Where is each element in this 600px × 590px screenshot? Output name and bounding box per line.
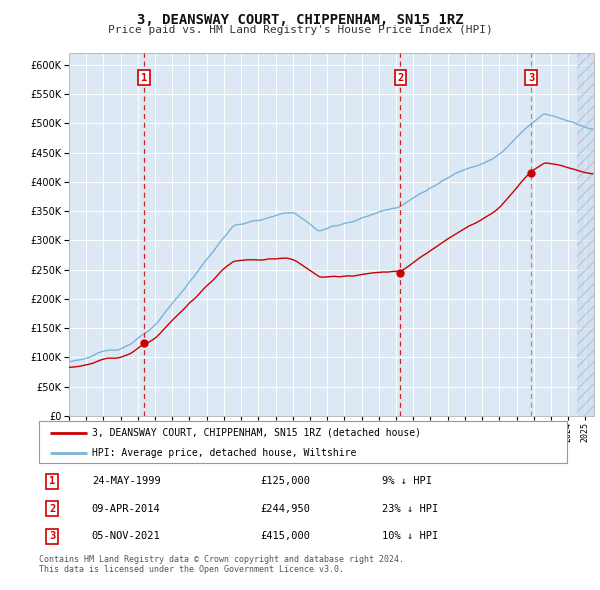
Text: £125,000: £125,000 [261, 477, 311, 487]
Text: 1: 1 [49, 477, 55, 487]
Text: £415,000: £415,000 [261, 531, 311, 541]
Text: 2: 2 [397, 73, 403, 83]
Text: 09-APR-2014: 09-APR-2014 [92, 504, 161, 514]
Text: 3, DEANSWAY COURT, CHIPPENHAM, SN15 1RZ (detached house): 3, DEANSWAY COURT, CHIPPENHAM, SN15 1RZ … [92, 428, 421, 438]
Text: HPI: Average price, detached house, Wiltshire: HPI: Average price, detached house, Wilt… [92, 448, 356, 457]
Text: 9% ↓ HPI: 9% ↓ HPI [382, 477, 432, 487]
Text: 3: 3 [528, 73, 534, 83]
Text: Contains HM Land Registry data © Crown copyright and database right 2024.: Contains HM Land Registry data © Crown c… [39, 555, 404, 563]
FancyBboxPatch shape [39, 421, 567, 463]
Text: 2: 2 [49, 504, 55, 514]
Text: 3, DEANSWAY COURT, CHIPPENHAM, SN15 1RZ: 3, DEANSWAY COURT, CHIPPENHAM, SN15 1RZ [137, 13, 463, 27]
Text: £244,950: £244,950 [261, 504, 311, 514]
Text: This data is licensed under the Open Government Licence v3.0.: This data is licensed under the Open Gov… [39, 565, 344, 573]
Text: Price paid vs. HM Land Registry's House Price Index (HPI): Price paid vs. HM Land Registry's House … [107, 25, 493, 35]
Text: 05-NOV-2021: 05-NOV-2021 [92, 531, 161, 541]
Text: 3: 3 [49, 531, 55, 541]
Text: 1: 1 [141, 73, 148, 83]
Bar [577, 53, 600, 416]
Text: 24-MAY-1999: 24-MAY-1999 [92, 477, 161, 487]
Text: 23% ↓ HPI: 23% ↓ HPI [382, 504, 439, 514]
Text: 10% ↓ HPI: 10% ↓ HPI [382, 531, 439, 541]
